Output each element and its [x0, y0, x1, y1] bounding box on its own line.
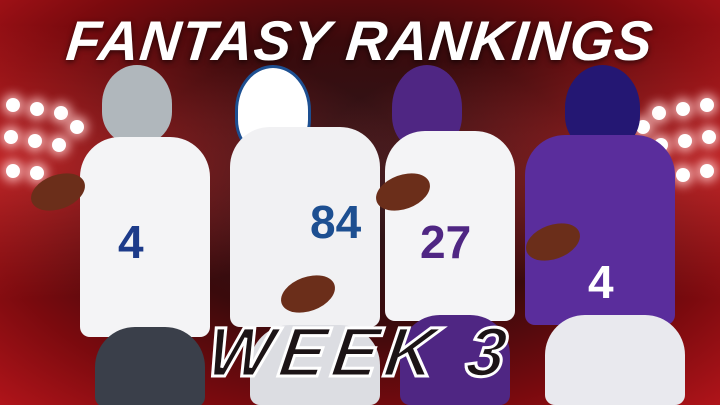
stadium-lights-left: [0, 90, 110, 210]
title: FANTASY RANKINGS: [63, 9, 657, 72]
jersey: [80, 137, 210, 337]
jersey-number: 4: [118, 216, 144, 268]
jersey-number: 4: [588, 256, 614, 308]
player-ravens: 4: [500, 65, 710, 405]
player-vikings: 27: [370, 65, 530, 405]
jersey: [385, 131, 515, 321]
pants: [545, 315, 685, 405]
helmet: [102, 65, 172, 143]
week-label: WEEK 3: [201, 312, 519, 393]
jersey-number: 84: [310, 196, 362, 248]
stadium-lights-right: [610, 90, 720, 210]
pants: [95, 327, 205, 405]
jersey-number: 27: [420, 216, 472, 268]
player-cowboys: 4: [25, 65, 220, 405]
pants: [400, 315, 510, 405]
pants: [250, 325, 380, 405]
player-colts: 84: [190, 65, 390, 405]
